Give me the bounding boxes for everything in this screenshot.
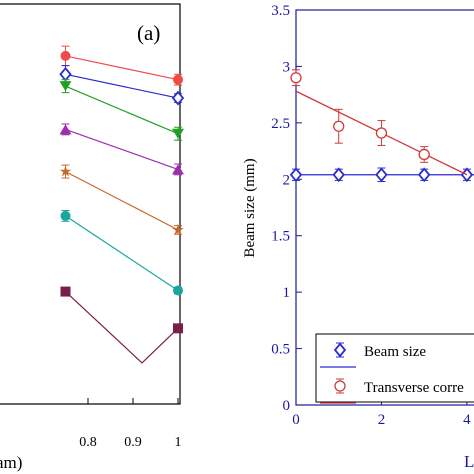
left-series-line <box>65 73 179 99</box>
legend-item-1: Beam size <box>320 342 426 368</box>
left-x-ticks: 0.8 0.9 1 <box>79 398 182 450</box>
right-y-tick-label: 1 <box>283 285 291 301</box>
left-data-point <box>59 81 72 92</box>
panel-label: (a) <box>137 21 160 45</box>
legend-label: Beam size <box>364 344 426 360</box>
left-plot-frame <box>0 3 181 405</box>
right-x-tick-label: 2 <box>378 412 386 428</box>
left-series-line <box>65 215 179 292</box>
right-y-tick-label: 1.5 <box>271 229 290 245</box>
right-y-tick-label: 0.5 <box>271 342 290 358</box>
right-data-point <box>332 167 345 183</box>
legend-marker <box>333 342 347 358</box>
right-y-tick-label: 3.5 <box>271 3 290 19</box>
right-data-point <box>289 167 303 183</box>
left-x-tick-label: 1 <box>175 435 182 450</box>
left-data-point <box>173 74 183 85</box>
left-series-line <box>65 171 179 231</box>
right-panel: 0 0.5 1 1.5 2 2.5 3 3.5 0 2 4 Beam size (mm) L Be… <box>242 3 474 471</box>
left-series-1 <box>60 45 183 86</box>
left-x-tick-label: 0.8 <box>79 435 97 450</box>
right-data-point <box>333 120 345 132</box>
left-data-point <box>172 164 184 175</box>
right-series <box>289 69 474 183</box>
left-series-5 <box>59 164 184 235</box>
left-data-point <box>60 50 71 61</box>
right-y-tick-label: 2.5 <box>271 116 290 132</box>
left-data-point <box>171 90 185 106</box>
left-series-3 <box>59 79 184 141</box>
right-y-axis-label: Beam size (mm) <box>242 158 258 257</box>
left-data-point <box>60 210 71 221</box>
left-series-line <box>65 128 179 170</box>
left-data-point <box>173 323 183 334</box>
left-data-point <box>59 66 72 82</box>
legend-item-2: Transverse corre <box>320 378 464 404</box>
right-x-axis-label: L <box>464 452 474 471</box>
left-series-6 <box>60 209 183 296</box>
right-y-tick-label: 3 <box>283 59 291 75</box>
left-series-7 <box>60 286 183 364</box>
right-data-point <box>290 72 302 84</box>
left-data-point <box>172 128 184 139</box>
right-y-tick-label: 2 <box>283 172 291 188</box>
left-x-tick-label: 0.9 <box>124 435 142 450</box>
right-x-tick-label: 4 <box>463 412 471 428</box>
left-data-point <box>59 124 72 135</box>
right-data-point <box>418 148 430 161</box>
left-series-line <box>65 291 179 364</box>
legend: Beam size Transverse corre <box>315 333 474 404</box>
left-data-point <box>59 165 72 177</box>
left-series-2 <box>59 65 185 106</box>
right-data-point <box>418 167 431 183</box>
legend-label: Transverse corre <box>364 380 464 396</box>
legend-marker <box>334 380 346 392</box>
right-plot-frame <box>295 9 474 406</box>
left-series-line <box>65 85 179 135</box>
left-panel: (a) 0.8 0.9 1 am) <box>0 3 185 472</box>
right-series-1 <box>289 167 474 183</box>
right-y-ticks: 0 0.5 1 1.5 2 2.5 3 3.5 <box>271 3 302 414</box>
right-data-point <box>375 127 388 139</box>
right-x-ticks: 0 2 4 <box>292 399 471 428</box>
left-series-line <box>65 55 179 81</box>
left-series-4 <box>59 123 184 176</box>
right-y-tick-label: 0 <box>283 398 291 414</box>
left-x-axis-label: am) <box>0 453 22 472</box>
right-x-tick-label: 0 <box>292 412 300 428</box>
right-series-2 <box>290 69 468 176</box>
left-data-point <box>173 285 183 296</box>
left-data-point <box>172 223 184 235</box>
left-series <box>59 45 185 364</box>
right-data-point <box>375 167 388 183</box>
left-data-point <box>60 286 71 297</box>
